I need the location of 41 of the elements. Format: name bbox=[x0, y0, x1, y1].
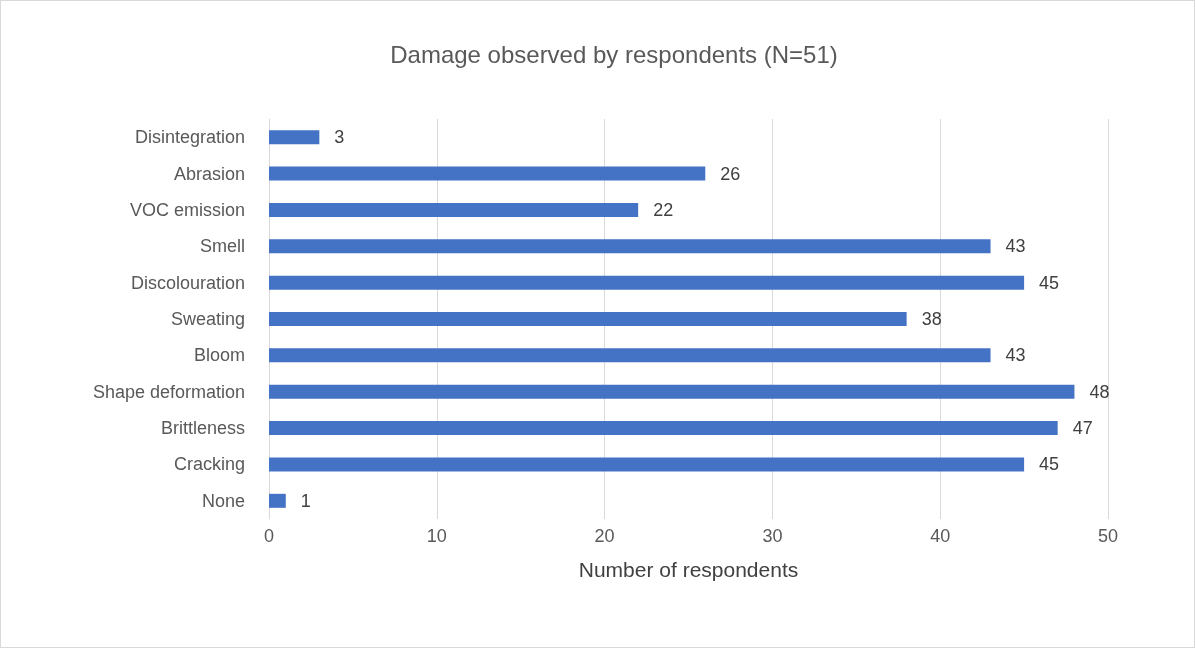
y-tick-label: Cracking bbox=[173, 454, 245, 475]
data-label: 26 bbox=[720, 163, 741, 184]
data-label: 47 bbox=[1072, 418, 1093, 439]
y-tick-label: Discolouration bbox=[130, 272, 245, 293]
bar bbox=[269, 166, 706, 181]
data-label: 45 bbox=[1039, 272, 1060, 293]
data-label: 48 bbox=[1089, 381, 1110, 402]
x-tick-label: 40 bbox=[930, 526, 951, 546]
x-tick-label: 50 bbox=[1097, 526, 1119, 546]
bar bbox=[269, 384, 1075, 399]
y-tick-label: Disintegration bbox=[134, 127, 245, 148]
data-label: 22 bbox=[653, 199, 674, 220]
bar bbox=[269, 493, 286, 508]
y-tick-label: None bbox=[201, 490, 245, 511]
data-label: 43 bbox=[1005, 236, 1026, 257]
bar bbox=[269, 202, 639, 217]
y-tick-label: Sweating bbox=[170, 309, 245, 329]
x-tick-label: 10 bbox=[426, 526, 447, 546]
data-label: 43 bbox=[1005, 345, 1026, 366]
bar bbox=[269, 239, 991, 254]
y-tick-label: VOC emission bbox=[129, 199, 245, 220]
y-tick-label: Bloom bbox=[193, 345, 245, 366]
bar bbox=[269, 130, 320, 145]
bar bbox=[269, 421, 1058, 436]
y-tick-label: Abrasion bbox=[173, 163, 245, 184]
data-label: 38 bbox=[921, 309, 942, 329]
bar bbox=[269, 348, 991, 363]
bar bbox=[269, 275, 1025, 290]
y-tick-label: Shape deformation bbox=[92, 381, 245, 402]
x-tick-label: 30 bbox=[762, 526, 783, 546]
x-axis-title: Number of respondents bbox=[578, 558, 799, 581]
x-tick-label: 20 bbox=[594, 526, 615, 546]
chart-title: Damage observed by respondents (N=51) bbox=[390, 40, 838, 68]
y-tick-label: Smell bbox=[199, 236, 245, 257]
y-tick-label: Brittleness bbox=[160, 418, 245, 439]
data-label: 3 bbox=[334, 127, 345, 148]
data-label: 1 bbox=[300, 490, 311, 511]
bar bbox=[269, 312, 907, 326]
bar bbox=[269, 457, 1025, 472]
x-tick-label: 0 bbox=[263, 526, 275, 546]
data-label: 45 bbox=[1039, 454, 1060, 475]
